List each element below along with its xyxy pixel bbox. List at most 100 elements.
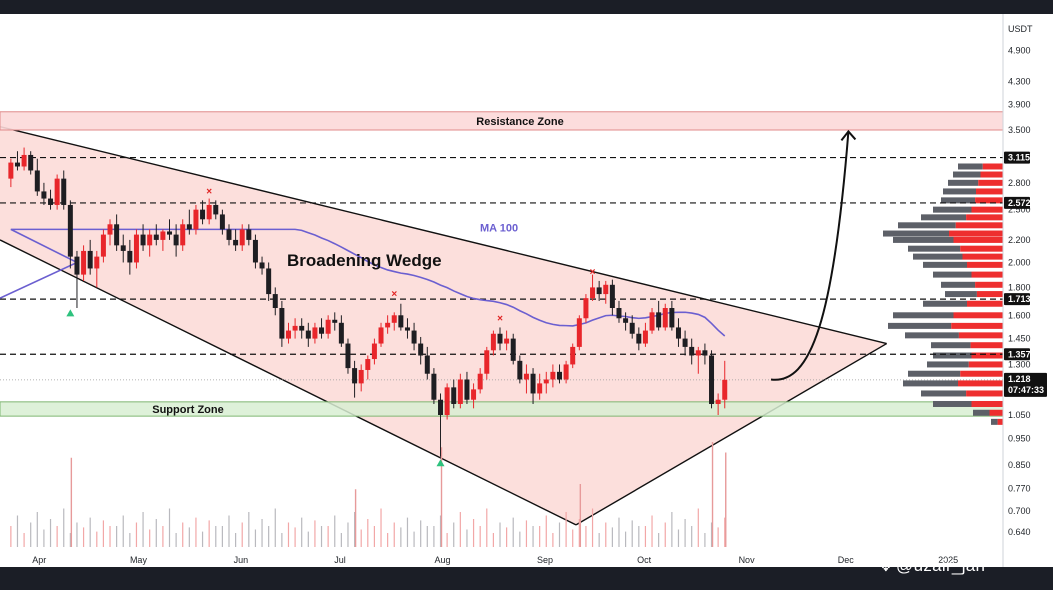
profile-bar-red [951, 322, 1003, 329]
candle-body [332, 319, 338, 323]
price-tick-label: 1.800 [1008, 282, 1031, 292]
candle-body [180, 224, 186, 246]
candle-body [8, 162, 14, 179]
candle-body [127, 250, 133, 263]
candle-body [431, 373, 437, 400]
price-tick-label: 0.950 [1008, 434, 1031, 444]
candle-body [590, 287, 596, 299]
key-level-tag-label: 1.713 [1008, 294, 1031, 304]
candle-body [259, 262, 265, 269]
profile-bar-gray [898, 222, 956, 229]
candle-body [193, 209, 199, 230]
candles-layer [8, 147, 728, 457]
support-zone [0, 401, 1004, 417]
profile-bar-red [960, 370, 1003, 377]
month-tick-label: Sep [537, 555, 553, 565]
candle-body [279, 308, 285, 339]
current-price-tag [1004, 372, 1047, 397]
price-tick-label: 4.900 [1008, 45, 1031, 55]
price-tick-label: 2.800 [1008, 178, 1031, 188]
candle-body [391, 315, 397, 323]
profile-bar-gray [933, 352, 972, 359]
profile-bar-gray [923, 300, 967, 307]
candle-body [299, 325, 305, 331]
candle-body [312, 327, 318, 339]
profile-bar-red [971, 271, 1003, 278]
support-zone-label: Support Zone [152, 404, 224, 416]
annotations-layer: Broadening Wedge [287, 129, 857, 381]
candle-body [206, 204, 212, 220]
key-levels-layer [0, 156, 1003, 381]
wedge-upper-line [0, 125, 887, 345]
candle-body [266, 268, 272, 295]
candle-body [398, 315, 404, 328]
month-tick-label: Apr [32, 555, 46, 565]
profile-bar-gray [958, 163, 983, 170]
candle-body [636, 333, 642, 344]
axes-layer: USDT 4.900 4.300 3.900 3.500 2.800 2.500 2.200 2… [32, 14, 1047, 567]
ma-100-label: MA 100 [480, 222, 518, 234]
candle-body [457, 379, 463, 404]
candle-body [246, 229, 252, 240]
candle-body [464, 379, 470, 400]
candle-body [292, 325, 298, 331]
candle-body [451, 387, 457, 404]
candle-body [147, 234, 153, 246]
profile-bar-red [960, 245, 1003, 252]
candle-body [94, 256, 100, 269]
watermark: ✥ @uzair_jan [880, 556, 985, 576]
profile-bar-gray [948, 179, 979, 186]
candle-body [596, 287, 602, 295]
profile-bar-red [971, 206, 1003, 213]
candle-body [490, 333, 496, 351]
profile-bar-gray [927, 361, 969, 368]
profile-bar-red [958, 332, 1003, 339]
candle-body [477, 373, 483, 390]
price-tick-label: 1.050 [1008, 410, 1031, 420]
price-tick-label: 2.500 [1008, 205, 1031, 215]
candle-body [675, 327, 681, 339]
profile-bar-red [967, 300, 1003, 307]
candle-body [623, 318, 629, 323]
candle-body [537, 383, 543, 394]
candle-body [517, 360, 523, 380]
profile-bar-gray [913, 253, 963, 260]
profile-bar-red [955, 222, 1003, 229]
candle-body [444, 387, 450, 415]
bearish-marker: × [206, 186, 212, 197]
profile-bar-gray [941, 281, 976, 288]
current-price-label: 1.218 [1008, 374, 1031, 384]
profile-bar-gray [991, 418, 998, 425]
price-tick-label: 0.850 [1008, 460, 1031, 470]
volume-layer [10, 442, 727, 547]
profile-bar-gray [933, 206, 972, 213]
candle-body [722, 379, 728, 400]
candle-body [385, 322, 391, 328]
key-level-tag [1004, 151, 1030, 164]
profile-bar-red [978, 179, 1003, 186]
profile-bar-red [980, 171, 1003, 178]
price-tick-label: 2.000 [1008, 257, 1031, 267]
candle-body [219, 214, 225, 230]
price-tick-label: 1.450 [1008, 334, 1031, 344]
candle-body [497, 333, 503, 344]
price-tick-label: 0.700 [1008, 506, 1031, 516]
candle-body [14, 162, 20, 167]
candle-body [629, 322, 635, 334]
candle-body [438, 399, 444, 415]
candle-body [153, 234, 159, 240]
profile-bar-red [975, 197, 1003, 204]
month-tick-label: Dec [838, 555, 855, 565]
candle-body [54, 178, 60, 205]
key-level-tag-label: 3.115 [1008, 153, 1030, 163]
markers-layer: × × × × [66, 186, 596, 467]
candle-body [689, 346, 695, 356]
share-icon: ✥ [880, 558, 893, 574]
profile-bar-red [971, 352, 1003, 359]
candle-body [61, 178, 67, 205]
profile-bar-gray [931, 342, 971, 349]
bullish-marker [66, 309, 75, 317]
candle-body [173, 234, 179, 246]
candle-body [471, 389, 477, 400]
candle-body [21, 154, 27, 167]
